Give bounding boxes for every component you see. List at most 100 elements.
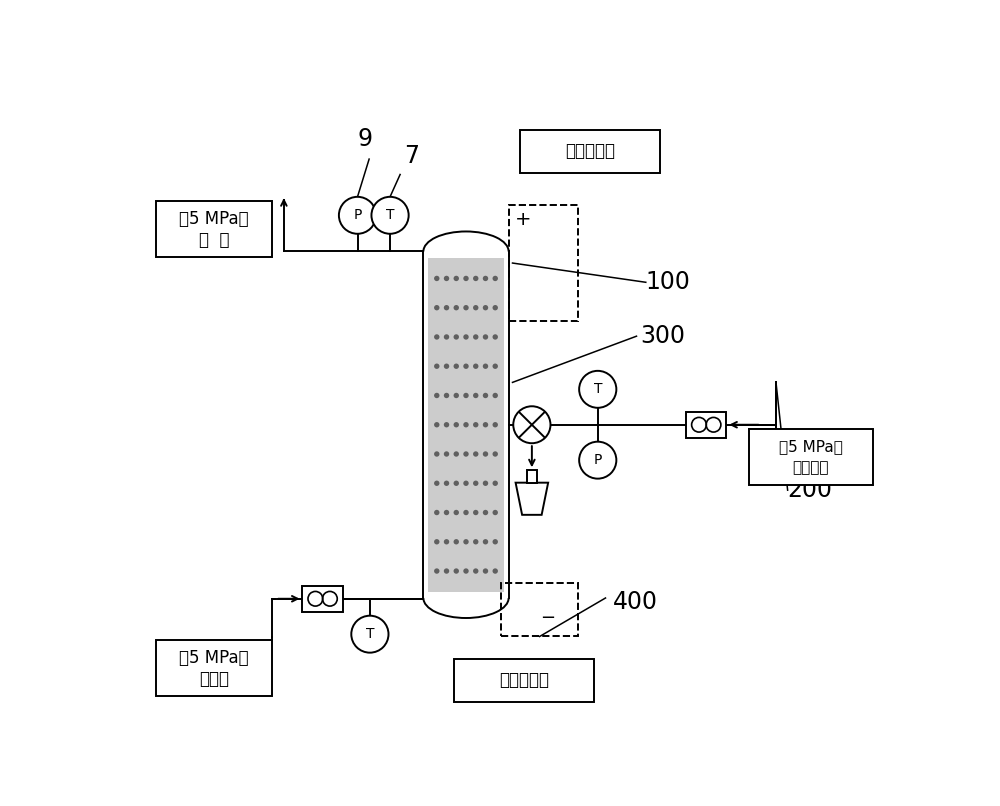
Circle shape (483, 480, 488, 486)
Polygon shape (516, 483, 548, 515)
Bar (520, 131, 660, 172)
Circle shape (493, 539, 498, 545)
Circle shape (473, 422, 478, 427)
Circle shape (493, 276, 498, 281)
Circle shape (454, 364, 459, 369)
Circle shape (434, 539, 439, 545)
Circle shape (513, 406, 550, 443)
Circle shape (483, 305, 488, 310)
Circle shape (493, 451, 498, 457)
Text: 加热器正极: 加热器正极 (565, 143, 615, 160)
Circle shape (463, 276, 469, 281)
Bar (428, 258, 504, 592)
Circle shape (434, 305, 439, 310)
Text: 饱和水: 饱和水 (199, 670, 229, 688)
Circle shape (463, 305, 469, 310)
Text: （5 MPa）: （5 MPa） (179, 649, 249, 667)
Circle shape (444, 539, 449, 545)
Circle shape (351, 616, 388, 653)
Circle shape (434, 451, 439, 457)
Circle shape (473, 480, 478, 486)
Circle shape (473, 364, 478, 369)
Text: 200: 200 (788, 478, 833, 502)
Circle shape (444, 305, 449, 310)
Circle shape (434, 480, 439, 486)
Text: （5 MPa）: （5 MPa） (179, 210, 249, 227)
Text: T: T (594, 382, 602, 397)
Circle shape (463, 539, 469, 545)
Circle shape (371, 197, 409, 234)
Circle shape (463, 451, 469, 457)
Circle shape (434, 364, 439, 369)
Bar (509, 206, 578, 321)
Circle shape (444, 510, 449, 515)
Circle shape (339, 197, 376, 234)
Circle shape (434, 276, 439, 281)
Circle shape (493, 364, 498, 369)
Circle shape (454, 305, 459, 310)
Text: 400: 400 (613, 590, 658, 614)
Circle shape (463, 422, 469, 427)
Circle shape (463, 480, 469, 486)
Circle shape (444, 568, 449, 574)
Bar (302, 586, 343, 612)
Circle shape (483, 334, 488, 339)
Circle shape (483, 510, 488, 515)
Bar (454, 659, 594, 701)
Circle shape (473, 539, 478, 545)
Circle shape (473, 510, 478, 515)
Circle shape (473, 568, 478, 574)
Circle shape (493, 510, 498, 515)
Bar (501, 583, 578, 637)
Circle shape (493, 480, 498, 486)
Bar (686, 412, 726, 438)
Circle shape (473, 276, 478, 281)
Circle shape (444, 451, 449, 457)
Circle shape (493, 422, 498, 427)
Circle shape (493, 568, 498, 574)
Bar (527, 470, 537, 483)
Circle shape (579, 442, 616, 479)
Circle shape (454, 568, 459, 574)
Circle shape (493, 305, 498, 310)
Circle shape (454, 393, 459, 398)
Circle shape (579, 371, 616, 408)
Circle shape (483, 364, 488, 369)
Text: 9: 9 (358, 127, 373, 152)
Text: P: P (594, 453, 602, 467)
Circle shape (454, 480, 459, 486)
Circle shape (454, 510, 459, 515)
Circle shape (463, 510, 469, 515)
Text: T: T (386, 208, 394, 222)
Circle shape (483, 422, 488, 427)
Circle shape (473, 393, 478, 398)
Text: 7: 7 (404, 144, 419, 168)
Circle shape (444, 422, 449, 427)
Circle shape (444, 334, 449, 339)
Circle shape (444, 480, 449, 486)
Bar (156, 640, 272, 696)
Circle shape (444, 364, 449, 369)
Text: −: − (540, 609, 555, 627)
Circle shape (483, 276, 488, 281)
Circle shape (483, 568, 488, 574)
Circle shape (493, 393, 498, 398)
Circle shape (434, 568, 439, 574)
Bar (749, 430, 873, 484)
Text: 300: 300 (640, 324, 685, 348)
Text: +: + (515, 210, 531, 229)
Circle shape (454, 422, 459, 427)
Circle shape (463, 393, 469, 398)
Text: P: P (353, 208, 362, 222)
Circle shape (483, 539, 488, 545)
Circle shape (444, 393, 449, 398)
Circle shape (454, 334, 459, 339)
Circle shape (454, 451, 459, 457)
Text: 加热器负极: 加热器负极 (499, 671, 549, 689)
Circle shape (473, 451, 478, 457)
Text: T: T (366, 627, 374, 642)
Circle shape (434, 334, 439, 339)
Circle shape (463, 568, 469, 574)
Bar (156, 202, 272, 257)
Circle shape (483, 393, 488, 398)
